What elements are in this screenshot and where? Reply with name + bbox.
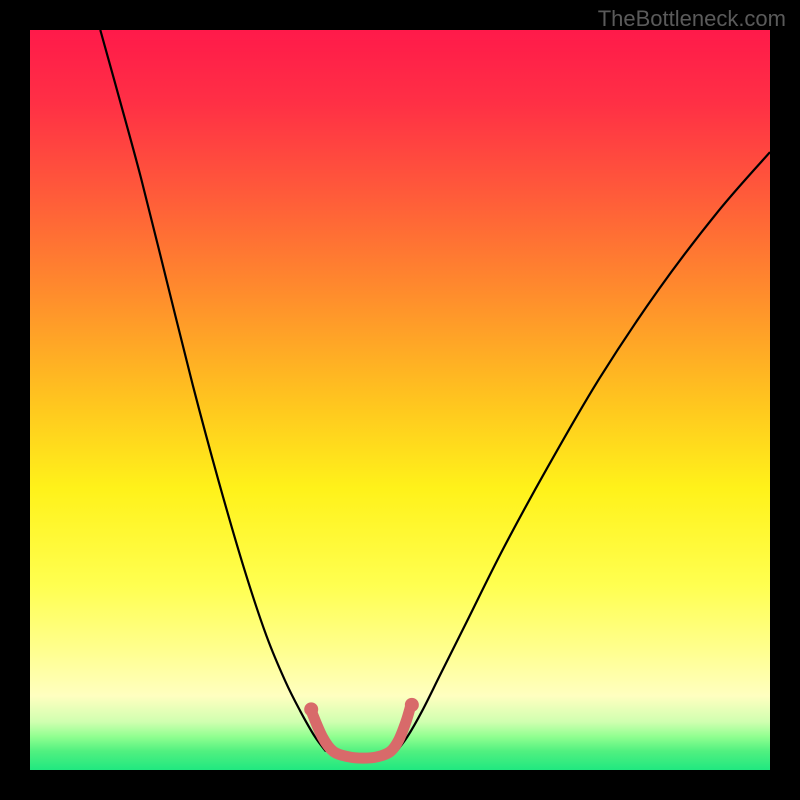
trough-marker [304,702,318,716]
watermark-text: TheBottleneck.com [598,6,786,32]
trough-highlight [311,707,410,758]
bottleneck-curve-left [100,30,326,752]
bottleneck-curve-right [396,152,770,751]
trough-end-markers [304,698,419,716]
plot-area [30,30,770,770]
trough-marker [405,698,419,712]
curve-layer [30,30,770,770]
